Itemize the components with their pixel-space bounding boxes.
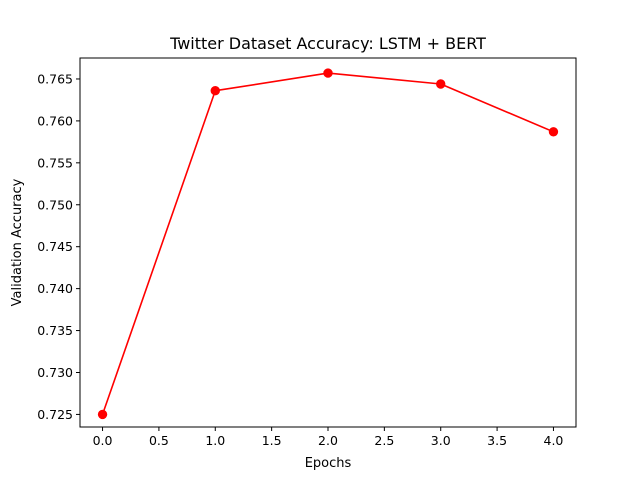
x-tick-label: 0.0 — [93, 433, 113, 448]
x-tick-label: 1.5 — [262, 433, 282, 448]
x-tick-label: 2.5 — [374, 433, 394, 448]
data-point — [210, 86, 220, 96]
y-tick-label: 0.755 — [37, 155, 73, 170]
y-tick-label: 0.725 — [37, 407, 73, 422]
data-point — [436, 79, 446, 89]
x-axis: 0.0 0.5 1.0 1.5 2.0 2.5 3.0 3.5 4.0 — [93, 427, 564, 448]
x-tick-label: 2.0 — [318, 433, 338, 448]
y-tick-label: 0.750 — [37, 197, 73, 212]
series-line — [101, 72, 554, 415]
y-tick-label: 0.735 — [37, 323, 73, 338]
chart-title: Twitter Dataset Accuracy: LSTM + BERT — [169, 34, 486, 53]
data-point — [97, 409, 108, 420]
y-tick-label: 0.745 — [37, 239, 73, 254]
plot-area-frame — [79, 57, 577, 428]
data-point — [548, 127, 559, 137]
x-axis-label: Epochs — [305, 456, 352, 471]
y-tick-label: 0.730 — [37, 365, 73, 380]
y-tick-label: 0.740 — [37, 281, 73, 296]
y-axis: 0.725 0.730 0.735 0.740 0.745 0.750 0.755 0.760… — [37, 71, 80, 422]
y-axis-label: Validation Accuracy — [10, 178, 25, 306]
data-point — [323, 68, 333, 78]
x-tick-label: 3.5 — [487, 433, 507, 448]
series-layer — [97, 68, 559, 420]
x-tick-label: 4.0 — [544, 433, 564, 448]
x-tick-label: 3.0 — [431, 433, 451, 448]
y-tick-label: 0.760 — [37, 113, 73, 128]
x-tick-label: 0.5 — [149, 433, 169, 448]
x-tick-label: 1.0 — [205, 433, 225, 448]
y-tick-label: 0.765 — [37, 71, 73, 86]
